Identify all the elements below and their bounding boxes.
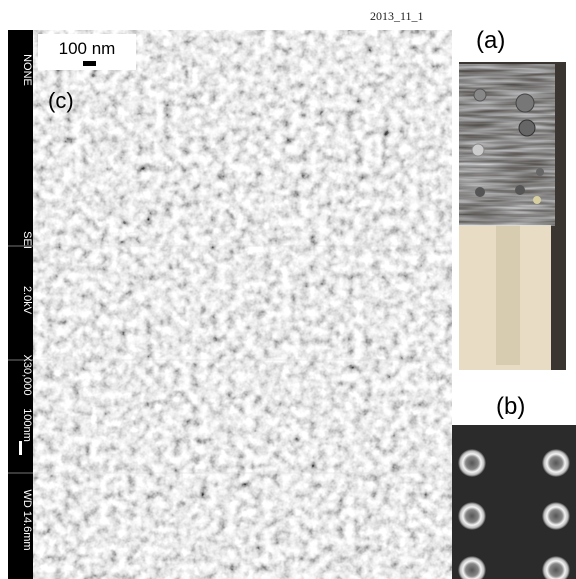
- info-text: X30,000: [21, 355, 33, 396]
- hole: [471, 143, 485, 157]
- hole: [536, 168, 544, 176]
- info-text: 100nm: [21, 408, 33, 442]
- hole: [542, 556, 570, 579]
- info-bar: [8, 30, 33, 579]
- info-text: SEI: [21, 231, 33, 249]
- hole: [475, 187, 485, 197]
- panel-label: (b): [496, 393, 525, 420]
- photo-b: (b): [452, 393, 576, 579]
- rod: [496, 225, 520, 365]
- hole: [458, 502, 486, 530]
- hole: [542, 449, 570, 477]
- photo-a: (a): [459, 27, 566, 370]
- hole: [458, 449, 486, 477]
- date-stamp: 2013_11_1: [370, 9, 424, 23]
- info-text: NONE: [21, 54, 33, 86]
- info-text: 2.0kV: [21, 286, 33, 315]
- hole: [542, 502, 570, 530]
- scale-bar: [83, 61, 96, 66]
- screw: [473, 88, 487, 102]
- panel-label: (a): [476, 27, 505, 54]
- hole: [533, 196, 541, 204]
- sem-image: [33, 30, 452, 579]
- screw: [518, 119, 536, 137]
- info-scale-mark: [19, 441, 22, 455]
- scale-label: 100 nm: [59, 39, 116, 58]
- hole: [458, 556, 486, 579]
- screw: [515, 93, 535, 113]
- panel-label: (c): [48, 88, 74, 113]
- sem-panel: NONE SEI 2.0kV X30,000 100nm WD 14.6mm 1…: [8, 30, 452, 579]
- hole: [515, 185, 525, 195]
- info-text: WD 14.6mm: [21, 489, 33, 550]
- photo-bg: [452, 425, 576, 579]
